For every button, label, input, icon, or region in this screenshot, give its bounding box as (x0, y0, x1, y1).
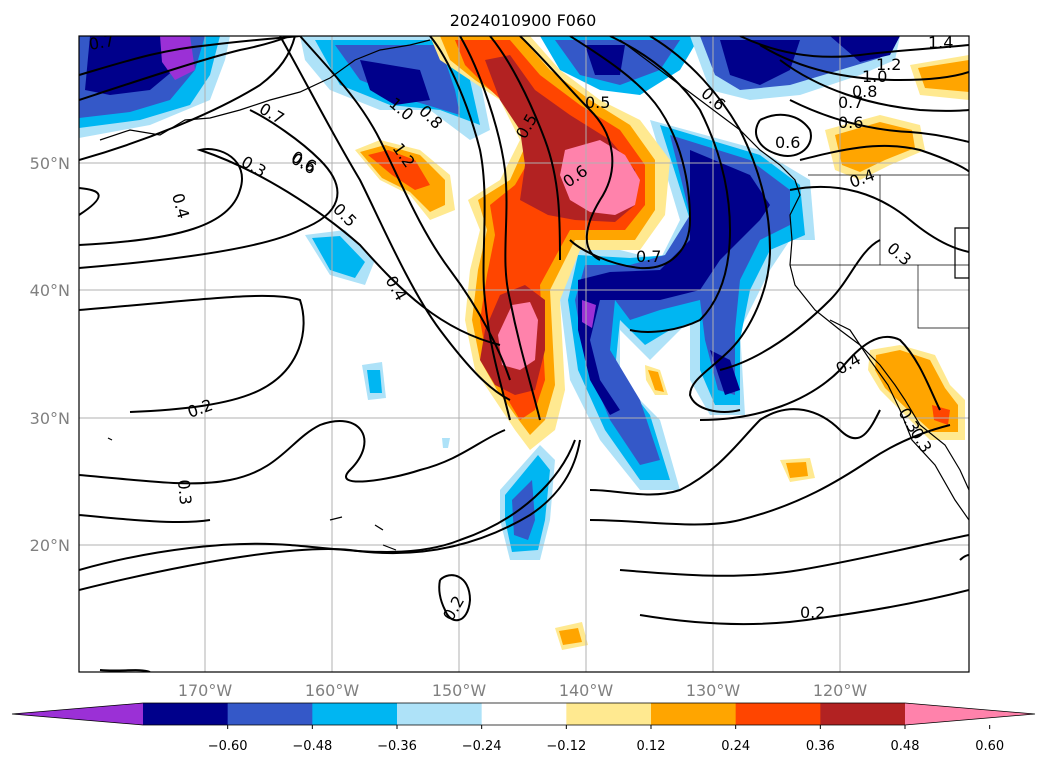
colorbar-tick-label: −0.24 (462, 739, 502, 754)
contour-label: 0.8 (852, 82, 877, 101)
colorbar-tick-label: 0.12 (637, 739, 666, 754)
lon-label-150w: 150°W (432, 681, 487, 700)
colorbar-segment (397, 703, 483, 725)
colorbar-tick-label: 0.48 (891, 739, 920, 754)
colorbar-tick-label: −0.36 (377, 739, 417, 754)
latitude-labels: 50°N 40°N 30°N 20°N (30, 154, 70, 555)
lat-label-50n: 50°N (30, 154, 70, 173)
contour-label: 1.0 (862, 67, 887, 86)
contour-label: 0.7 (838, 93, 863, 112)
contour-label: 0.7 (87, 31, 115, 54)
colorbar: −0.60 −0.48 −0.36 −0.24 −0.12 0.12 0.24 0.36 0.4… (11, 702, 1036, 754)
contour-label: 0.7 (636, 247, 661, 266)
coastlines (99, 39, 969, 551)
shaded-field-negative (79, 36, 900, 560)
colorbar-tick-label: 0.24 (721, 739, 750, 754)
longitude-labels: 170°W 160°W 150°W 140°W 130°W 120°W (178, 681, 868, 700)
lat-label-20n: 20°N (30, 536, 70, 555)
colorbar-tick-label: −0.60 (208, 739, 248, 754)
contour-label: 0.5 (585, 93, 610, 112)
map-frame (78, 35, 970, 673)
colorbar-segment (312, 703, 398, 725)
colorbar-tick-label: 0.36 (806, 739, 835, 754)
colorbar-segment (820, 703, 906, 725)
colorbar-segment (227, 703, 313, 725)
contour-label: 0.3 (174, 479, 195, 506)
colorbar-tick-label: 0.60 (975, 739, 1004, 754)
figure-title: 2024010900 F060 (450, 11, 597, 30)
contour-label: 0.2 (800, 603, 825, 622)
lon-label-160w: 160°W (305, 681, 360, 700)
lat-label-30n: 30°N (30, 409, 70, 428)
colorbar-extend-max (905, 703, 1035, 725)
colorbar-tick-label: −0.48 (292, 739, 332, 754)
colorbar-segment (651, 703, 737, 725)
contour-label: 0.6 (775, 133, 800, 152)
colorbar-segment (481, 703, 567, 725)
contour-lines (79, 36, 969, 672)
colorbar-segment (143, 703, 229, 725)
colorbar-tick-label: −0.12 (546, 739, 586, 754)
colorbar-extend-min (12, 703, 143, 725)
contour-label: 0.6 (838, 113, 863, 132)
graticule (79, 36, 969, 672)
colorbar-segment (735, 703, 821, 725)
lon-label-130w: 130°W (686, 681, 741, 700)
lon-label-170w: 170°W (178, 681, 233, 700)
lon-label-140w: 140°W (559, 681, 614, 700)
contour-label: 1.2 (876, 55, 901, 74)
contour-label: 1.4 (928, 33, 953, 52)
colorbar-segment (566, 703, 652, 725)
colorbar-outline (11, 702, 1036, 726)
lat-label-40n: 40°N (30, 281, 70, 300)
map-area: 0.7 0.7 0.6 0.3 0.4 0.6 0.5 0.4 0.2 0.3 … (79, 31, 969, 672)
lon-label-120w: 120°W (813, 681, 868, 700)
